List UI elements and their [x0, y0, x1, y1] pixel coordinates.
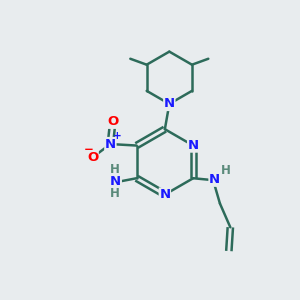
Text: H: H: [110, 187, 120, 200]
Text: O: O: [107, 115, 118, 128]
Text: N: N: [159, 188, 170, 201]
Text: N: N: [209, 173, 220, 186]
Text: −: −: [84, 142, 94, 156]
Text: O: O: [87, 151, 98, 164]
Text: H: H: [110, 163, 120, 176]
Text: H: H: [221, 164, 231, 177]
Text: N: N: [188, 139, 199, 152]
Text: +: +: [112, 131, 121, 141]
Text: N: N: [110, 175, 121, 188]
Text: N: N: [105, 138, 116, 151]
Text: N: N: [164, 98, 175, 110]
